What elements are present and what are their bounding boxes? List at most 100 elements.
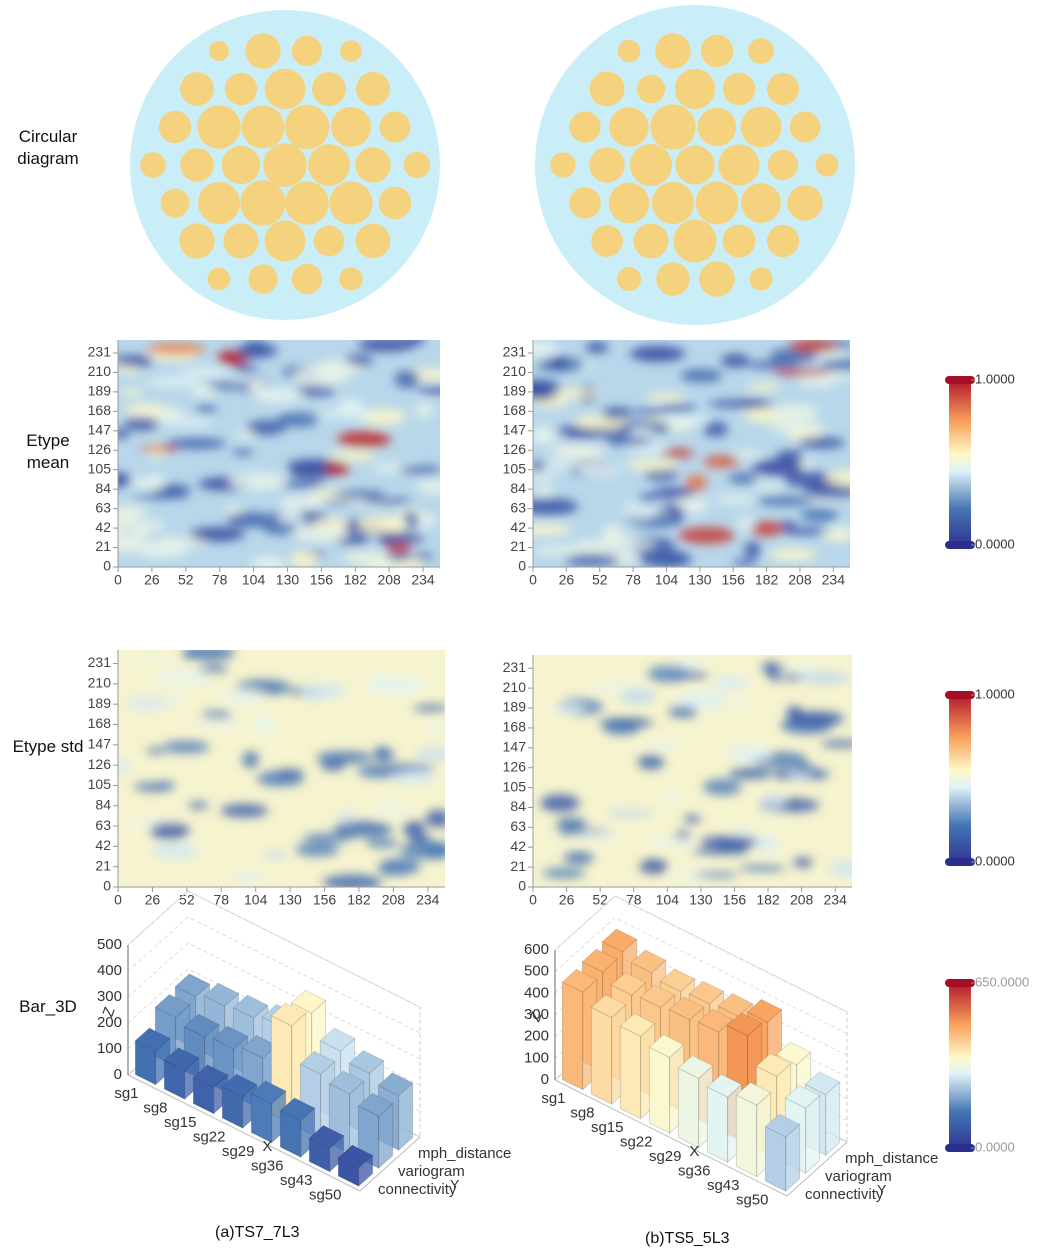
blob [674, 830, 691, 839]
y-tick-label: 84 [510, 798, 526, 814]
blob [412, 704, 445, 712]
caption: (b)TS5_5L3 [645, 1230, 730, 1247]
blob [155, 668, 214, 687]
colorbar-label: 650.0000 [975, 974, 1029, 989]
blob [198, 664, 228, 673]
blob [329, 450, 376, 462]
sub-circle [331, 107, 371, 147]
blob [242, 751, 259, 769]
bar-top [726, 1012, 763, 1037]
sub-circle [636, 74, 666, 104]
y-tick-label: 210 [503, 363, 527, 379]
blob [601, 406, 634, 420]
x-tick-label: sg1 [541, 1090, 565, 1107]
blob [206, 381, 252, 390]
grid-line [127, 942, 421, 1060]
x-tick-label: 182 [344, 572, 368, 588]
blob [389, 771, 437, 784]
blob [118, 759, 132, 774]
y-tick-label: 189 [503, 383, 527, 399]
x-tick-label: 78 [625, 572, 641, 588]
bar-face [648, 1046, 671, 1134]
x-tick-label: sg50 [309, 1187, 342, 1204]
x-tick-label: 156 [313, 892, 337, 908]
sub-circle [403, 151, 431, 179]
blob [660, 414, 709, 427]
blob [383, 552, 413, 562]
blob [188, 719, 248, 730]
y-tick-label: 21 [95, 857, 111, 873]
y-tick-label: 42 [510, 838, 526, 854]
blob [732, 450, 763, 459]
blob [703, 455, 740, 468]
sub-circle [355, 147, 391, 183]
sub-circle [284, 104, 330, 150]
colorbar-handle [945, 858, 975, 866]
sub-circle [569, 111, 601, 143]
bar-top [212, 1025, 249, 1050]
blob [668, 706, 698, 718]
blob [540, 794, 580, 812]
x-tick-label: 104 [244, 892, 268, 908]
sub-circle [589, 71, 625, 107]
x-axis-label: X [689, 1143, 699, 1160]
x-tick-label: 234 [411, 572, 435, 588]
colorbar-label: 1.0000 [975, 686, 1015, 701]
y-tick-label: 147 [88, 422, 112, 438]
y-tick-label: 0 [518, 558, 526, 574]
blob [370, 805, 416, 819]
x-tick-label: sg15 [164, 1114, 197, 1131]
bar-top [784, 1084, 821, 1109]
x-tick-label: 130 [688, 572, 712, 588]
sub-circle [673, 219, 717, 263]
blob [730, 700, 753, 708]
x-tick-label: 156 [723, 892, 747, 908]
blob [749, 521, 784, 537]
sub-circle [787, 185, 823, 221]
x-tick-label: 0 [114, 892, 122, 908]
blob [416, 386, 440, 394]
x-tick-label: sg22 [620, 1134, 653, 1151]
blob [788, 340, 838, 354]
sub-circle [291, 263, 323, 295]
sub-circle [655, 33, 691, 69]
y-tick-label: 63 [510, 818, 526, 834]
blob [707, 399, 766, 408]
blob [150, 842, 199, 860]
blob [768, 548, 817, 561]
y-tick-label: 168 [503, 719, 527, 735]
blob [799, 671, 850, 685]
blob [678, 526, 735, 544]
blob [292, 366, 350, 385]
y-tick-label: 105 [503, 778, 527, 794]
blob [146, 747, 166, 754]
bar-top [279, 1097, 316, 1122]
y-tick-label: 105 [503, 460, 527, 476]
blob [725, 746, 773, 762]
bar-face [764, 1125, 787, 1192]
blob [378, 531, 425, 544]
blob [553, 703, 586, 714]
blob [119, 389, 145, 396]
sub-circle [340, 40, 362, 62]
blob [533, 340, 559, 359]
x-tick-label: 156 [722, 572, 746, 588]
bar-top [377, 1072, 414, 1097]
bar-top [688, 980, 725, 1005]
y-tick-label: mph_distance [418, 1145, 511, 1162]
y-tick-label: 21 [510, 858, 526, 874]
colorbar-handle [945, 1144, 975, 1152]
sub-circle [291, 35, 323, 67]
sub-circle [223, 223, 259, 259]
y-tick-label: 231 [503, 344, 527, 360]
blob [166, 438, 227, 450]
blob [638, 493, 659, 505]
sub-circle [207, 267, 231, 291]
blob [533, 470, 556, 480]
blob [274, 769, 304, 776]
colorbar-label: 0.0000 [975, 1139, 1015, 1154]
blob [158, 536, 182, 547]
blob [249, 557, 286, 567]
blob [337, 430, 391, 448]
x-tick-label: 130 [278, 892, 302, 908]
